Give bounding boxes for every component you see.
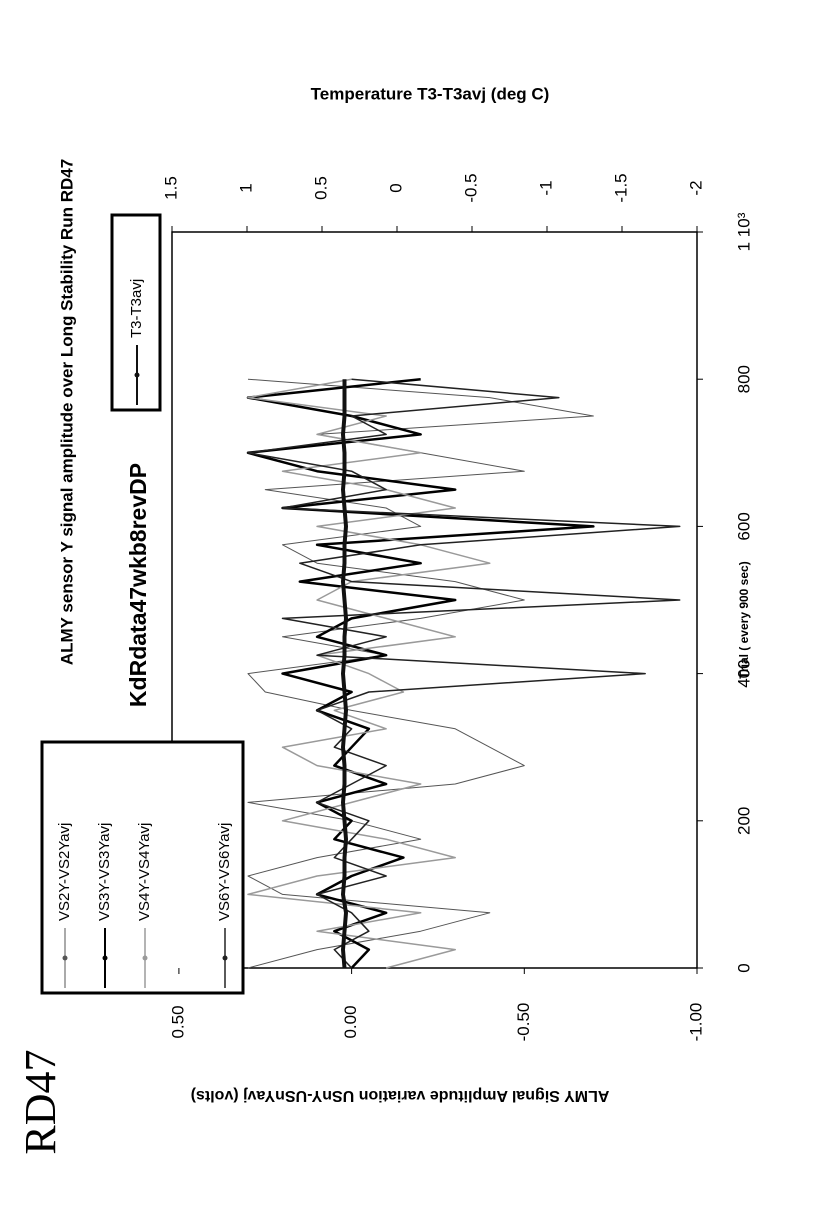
chart-subtitle: KdRdata47wkb8revDP bbox=[125, 463, 151, 707]
x-tick-label: 600 bbox=[734, 512, 753, 540]
x-axis-title: Trial ( every 900 sec) bbox=[737, 561, 751, 678]
legend-marker bbox=[134, 372, 140, 378]
legend-marker bbox=[62, 955, 68, 961]
chart-title: ALMY sensor Y signal amplitude over Long… bbox=[57, 159, 76, 665]
y2-tick-label: 0 bbox=[386, 183, 405, 192]
legend-label: VS3Y-VS3Yavj bbox=[96, 823, 113, 921]
x-tick-label: 200 bbox=[734, 807, 753, 835]
x-tick-label: 400 bbox=[734, 659, 753, 687]
series-line bbox=[247, 378, 681, 969]
y2-tick-label: 1 bbox=[236, 183, 255, 192]
series-line bbox=[247, 378, 594, 969]
legend-label: T3-T3avj bbox=[128, 279, 145, 338]
legend-marker bbox=[142, 955, 148, 961]
y2-tick-label: 1.5 bbox=[161, 176, 180, 200]
y2-axis-title: Temperature T3-T3avj (deg C) bbox=[311, 84, 550, 103]
y2-tick-label: -1.5 bbox=[611, 173, 630, 202]
plot-frame bbox=[171, 231, 698, 969]
legend-label: VS2Y-VS2Yavj bbox=[56, 823, 73, 921]
y-axis-title: ALMY Signal Amplitude variation USnY-USn… bbox=[191, 1087, 610, 1104]
series-line bbox=[341, 379, 348, 969]
y2-tick-label: -0.5 bbox=[461, 173, 480, 202]
y-tick-label: -1.00 bbox=[686, 1003, 705, 1042]
y2-tick-label: 0.5 bbox=[311, 176, 330, 200]
x-tick-label: 800 bbox=[734, 365, 753, 393]
y-tick-label: -0.50 bbox=[514, 1003, 533, 1042]
legend-marker bbox=[102, 955, 108, 961]
legend-label: VS6Y-VS6Yavj bbox=[216, 823, 233, 921]
series-line bbox=[246, 377, 595, 969]
x-tick-label: 1 10³ bbox=[734, 212, 753, 251]
y2-tick-label: -2 bbox=[686, 180, 705, 195]
y-tick-label: 0.50 bbox=[168, 1005, 187, 1038]
legend bbox=[40, 740, 245, 995]
y2-tick-label: -1 bbox=[536, 180, 555, 195]
legend-label: VS4Y-VS4Yavj bbox=[136, 823, 153, 921]
y-tick-label: 0.00 bbox=[341, 1005, 360, 1038]
series-line bbox=[247, 378, 491, 969]
legend-marker bbox=[222, 955, 228, 961]
x-tick-label: 0 bbox=[734, 963, 753, 972]
handwritten-annotation: RD47 bbox=[16, 1049, 65, 1154]
